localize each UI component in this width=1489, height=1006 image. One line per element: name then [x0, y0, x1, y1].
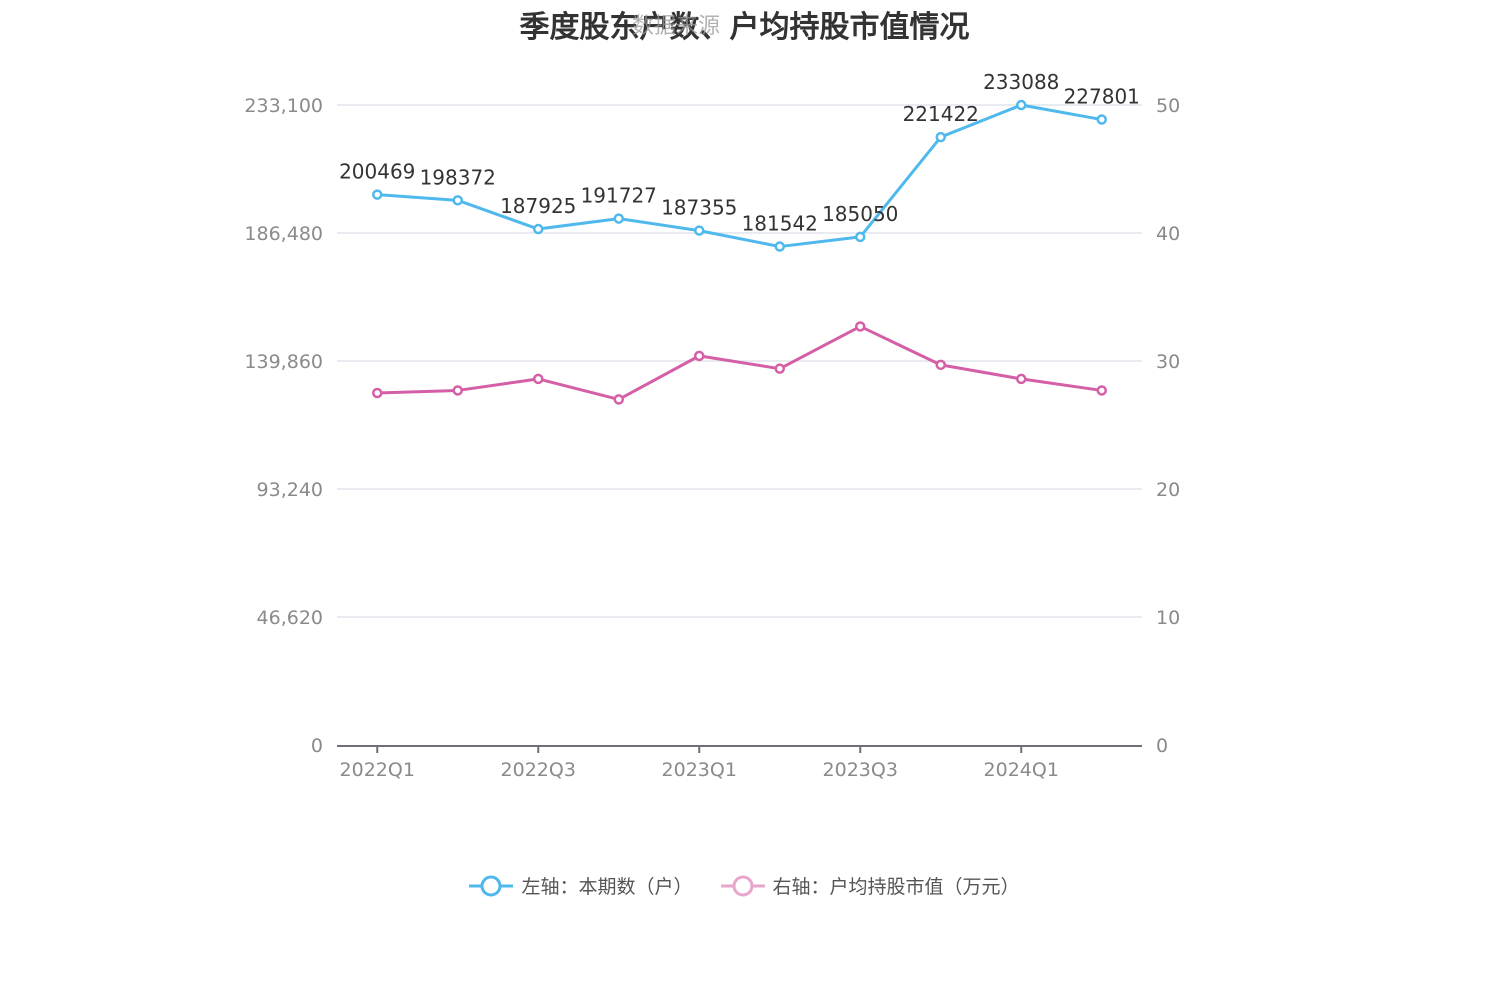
y-left-tick-label: 0	[311, 735, 323, 757]
y-right-tick-label: 20	[1156, 479, 1180, 501]
watermark: 数据来源	[632, 14, 721, 39]
x-tick-label: 2023Q1	[662, 759, 737, 781]
point-avg-market-value	[613, 394, 624, 405]
point-avg-market-value	[1096, 385, 1107, 396]
data-label: 185050	[822, 202, 898, 226]
legend-item-right[interactable]: 右轴：户均持股市值（万元）	[720, 872, 1020, 899]
point-households	[694, 225, 705, 236]
y-right-tick-label: 30	[1156, 351, 1180, 373]
y-left-tick-label: 93,240	[257, 479, 323, 501]
legend-left-icon	[469, 875, 514, 896]
data-label: 187355	[661, 196, 737, 220]
point-households	[533, 223, 544, 235]
y-right-tick-label: 0	[1156, 735, 1168, 757]
point-households	[613, 213, 624, 224]
point-households	[1096, 114, 1107, 125]
y-left-tick-label: 139,860	[244, 351, 323, 373]
point-avg-market-value	[774, 363, 785, 374]
legend: 左轴：本期数（户） 右轴：户均持股市值（万元）	[0, 872, 1489, 899]
data-label: 198372	[420, 165, 496, 189]
x-tick-label: 2022Q1	[340, 759, 415, 781]
data-label: 187925	[500, 194, 576, 218]
legend-right-label: 右轴：户均持股市值（万元）	[772, 876, 1020, 898]
series-line-avg-market-value	[377, 324, 1102, 401]
data-label: 181542	[742, 212, 818, 236]
series-line-households	[377, 103, 1103, 249]
legend-right-icon	[720, 875, 765, 896]
x-tick-label: 2023Q3	[823, 759, 898, 781]
point-avg-market-value	[694, 350, 705, 362]
x-tick-label: 2024Q1	[984, 759, 1059, 781]
y-right-tick-label: 50	[1156, 95, 1180, 117]
point-households	[452, 195, 463, 206]
y-right-tick-label: 40	[1156, 223, 1180, 245]
y-left-tick-label: 186,480	[244, 223, 323, 245]
series-lines	[372, 99, 1107, 405]
point-avg-market-value	[1016, 373, 1027, 385]
point-households	[855, 231, 866, 243]
point-households	[935, 131, 946, 143]
data-label: 200469	[339, 160, 415, 184]
point-avg-market-value	[855, 321, 866, 332]
chart-title: 季度股东户数、户均持股市值情况	[519, 10, 970, 45]
legend-left-label: 左轴：本期数（户）	[521, 876, 693, 898]
point-avg-market-value	[452, 385, 463, 396]
x-tick-label: 2022Q3	[501, 759, 576, 781]
data-label: 191727	[581, 184, 657, 208]
point-households	[774, 241, 785, 252]
axes: 0 0 46,620 10 93,240 20 139,860 30 186,480 40 233,…	[244, 95, 1180, 781]
point-avg-market-value	[533, 373, 544, 385]
data-label: 233088	[983, 70, 1059, 94]
point-households	[372, 189, 383, 200]
data-label: 227801	[1064, 85, 1140, 109]
point-avg-market-value	[935, 359, 946, 371]
y-left-tick-label: 46,620	[257, 607, 323, 629]
point-households	[1016, 99, 1027, 111]
legend-item-left[interactable]: 左轴：本期数（户）	[469, 872, 693, 899]
y-left-tick-label: 233,100	[244, 95, 323, 117]
y-right-tick-label: 10	[1156, 607, 1180, 629]
point-avg-market-value	[372, 387, 383, 399]
data-label: 221422	[903, 102, 979, 126]
